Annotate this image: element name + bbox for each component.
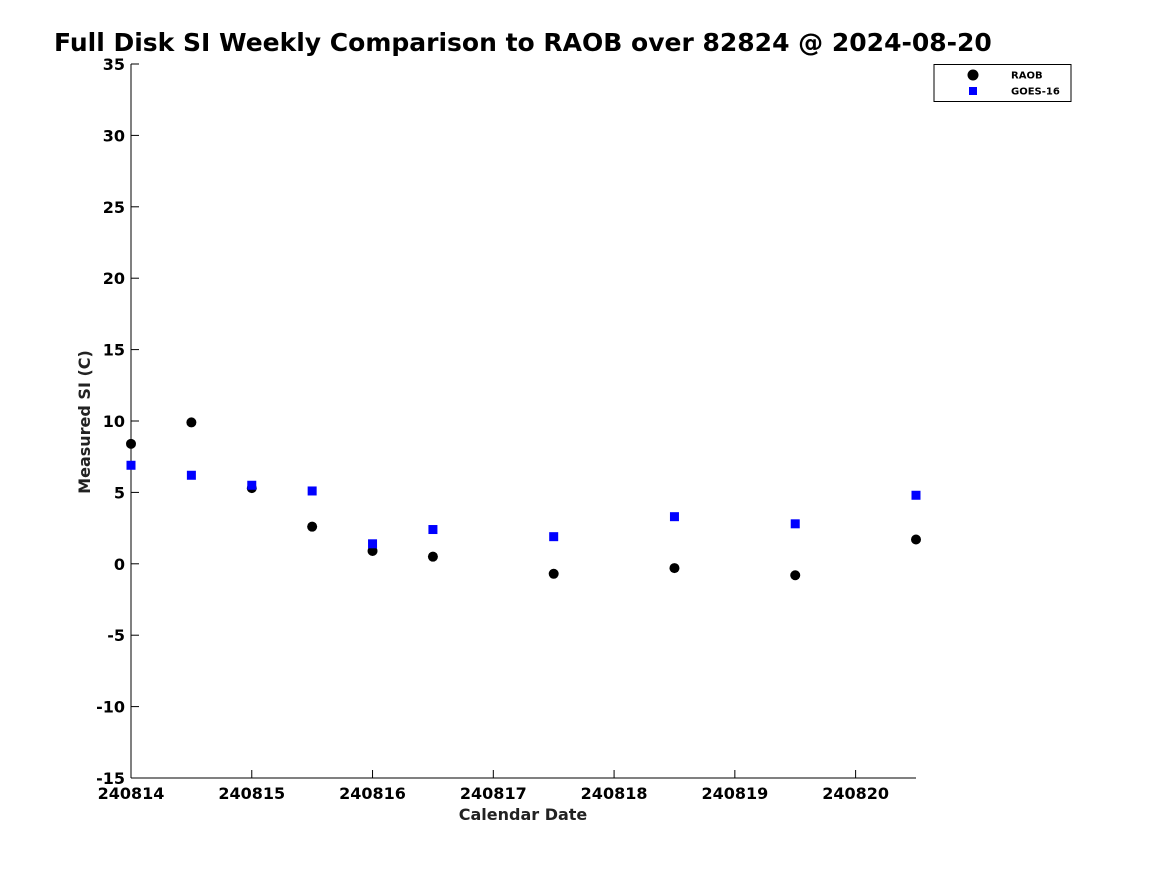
x-tick-label: 240818 xyxy=(581,784,648,803)
legend-marker-circle xyxy=(967,69,979,81)
data-points xyxy=(126,417,921,581)
y-tick-label: 30 xyxy=(103,126,125,145)
raob-point xyxy=(186,417,197,428)
y-tick-label: 25 xyxy=(103,198,125,217)
y-ticks: 35 30 25 20 15 10 5 0 -5 -10 -15 xyxy=(96,55,139,788)
series-goes-16 xyxy=(126,460,921,549)
raob-point xyxy=(548,568,559,579)
raob-point xyxy=(307,521,318,532)
raob-point xyxy=(126,438,136,449)
goes-16-point xyxy=(669,512,679,522)
legend: RAOB GOES-16 xyxy=(933,64,1072,102)
x-tick-label: 240820 xyxy=(822,784,889,803)
raob-point xyxy=(367,545,378,556)
raob-point xyxy=(427,551,438,562)
goes-16-point xyxy=(790,519,800,529)
axes xyxy=(130,64,916,779)
goes-16-point xyxy=(428,525,438,535)
x-tick-label: 240815 xyxy=(218,784,285,803)
goes-16-point xyxy=(126,460,136,470)
x-tick-label: 240819 xyxy=(701,784,768,803)
legend-box xyxy=(933,64,1072,102)
goes-16-point xyxy=(247,480,257,490)
x-axis-label: Calendar Date xyxy=(459,805,588,824)
legend-label: GOES-16 xyxy=(1011,87,1060,98)
x-tick-label: 240814 xyxy=(98,784,165,803)
y-tick-label: 0 xyxy=(114,555,125,574)
raob-point xyxy=(911,534,921,545)
goes-16-point xyxy=(186,470,196,480)
legend-label: RAOB xyxy=(1011,71,1043,82)
x-tick-label: 240816 xyxy=(339,784,406,803)
y-tick-label: 10 xyxy=(103,412,125,431)
series-raob xyxy=(126,417,921,581)
x-ticks: 240814 240815 240816 240817 240818 240819 2408… xyxy=(98,770,889,803)
raob-point xyxy=(790,570,801,581)
goes-16-point xyxy=(911,490,921,500)
legend-marker-square xyxy=(969,87,977,95)
y-tick-label: -10 xyxy=(96,698,125,717)
chart-title: Full Disk SI Weekly Comparison to RAOB o… xyxy=(54,28,992,57)
goes-16-point xyxy=(368,539,378,549)
raob-point xyxy=(669,563,680,574)
y-axis-label: Measured SI (C) xyxy=(75,350,94,494)
goes-16-point xyxy=(549,532,559,542)
y-tick-label: 35 xyxy=(103,55,125,74)
y-tick-label: -15 xyxy=(96,769,125,788)
goes-16-point xyxy=(307,486,317,496)
y-tick-label: -5 xyxy=(107,626,125,645)
y-tick-label: 20 xyxy=(103,269,125,288)
x-tick-label: 240817 xyxy=(460,784,527,803)
y-tick-label: 5 xyxy=(114,483,125,502)
y-tick-label: 15 xyxy=(103,341,125,360)
